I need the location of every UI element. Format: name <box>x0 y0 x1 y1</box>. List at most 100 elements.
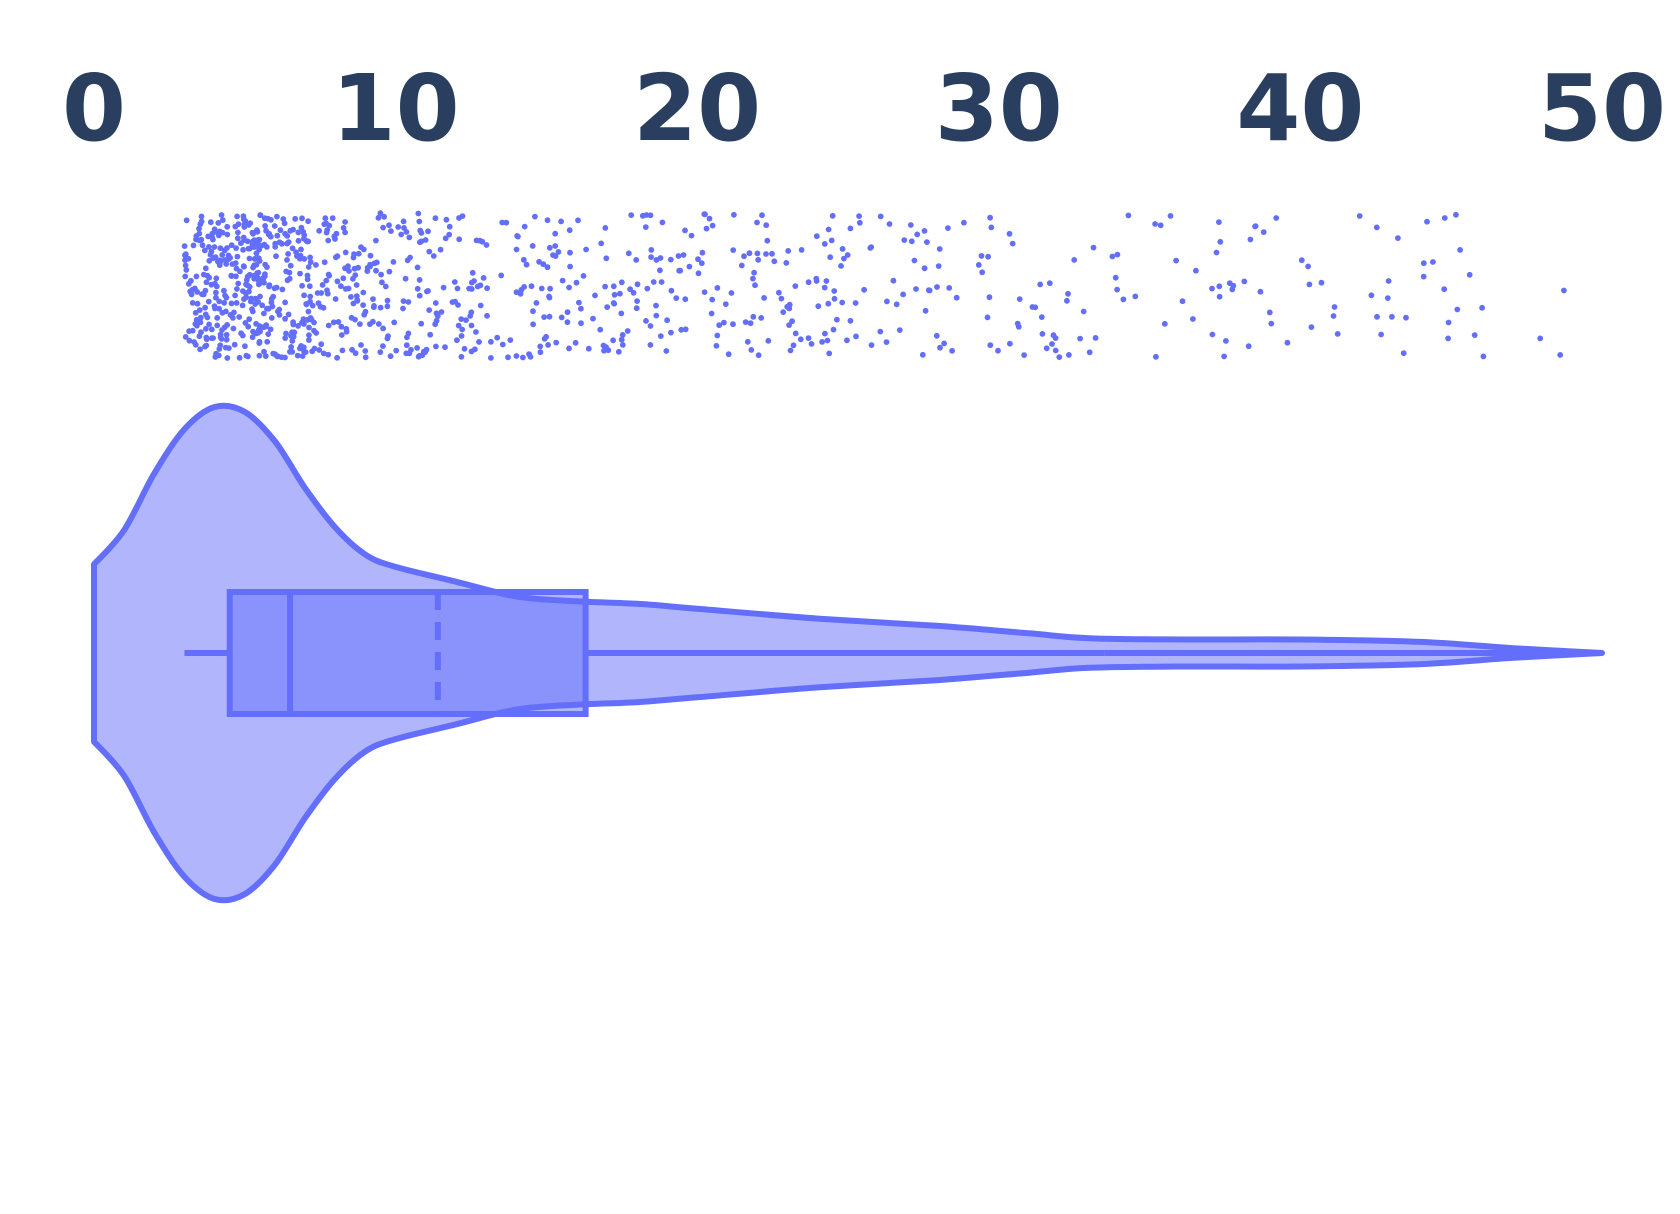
data-point <box>268 296 275 302</box>
data-point <box>463 317 469 323</box>
data-point <box>624 328 631 334</box>
data-point <box>302 349 309 355</box>
data-point <box>262 353 269 359</box>
data-point <box>403 350 410 357</box>
data-point <box>202 304 209 311</box>
data-point <box>573 279 580 286</box>
data-point <box>682 296 689 303</box>
data-point <box>240 213 247 220</box>
data-point <box>258 242 265 249</box>
data-point <box>713 342 720 349</box>
data-point <box>1015 323 1022 330</box>
data-point <box>792 283 799 289</box>
data-point <box>721 319 727 326</box>
data-point <box>829 212 836 219</box>
data-point <box>1167 213 1174 219</box>
data-point <box>381 213 387 220</box>
data-point <box>321 259 328 266</box>
data-point <box>822 330 828 337</box>
data-point <box>884 298 890 305</box>
data-point <box>291 329 298 336</box>
data-point <box>452 298 458 305</box>
data-point <box>342 229 348 236</box>
data-point <box>198 236 205 243</box>
data-point <box>243 277 250 283</box>
data-point <box>667 256 674 263</box>
data-point <box>824 337 831 344</box>
data-point <box>673 295 680 301</box>
data-point <box>339 347 346 354</box>
data-point <box>213 294 219 301</box>
data-point <box>805 335 812 341</box>
data-point <box>209 335 215 342</box>
data-point <box>1561 287 1567 294</box>
data-point <box>625 250 632 257</box>
data-point <box>844 252 851 258</box>
data-point <box>911 257 918 264</box>
data-point <box>934 284 940 290</box>
data-point <box>1038 314 1045 320</box>
x-tick-label: 40 <box>1236 55 1364 162</box>
data-point <box>404 257 411 264</box>
data-point <box>334 278 341 285</box>
data-point <box>754 219 760 226</box>
data-point <box>398 231 405 238</box>
data-point <box>555 249 562 255</box>
x-tick-label: 10 <box>332 55 460 162</box>
data-point <box>643 318 649 324</box>
data-point <box>438 309 445 315</box>
data-point <box>1209 285 1215 292</box>
data-point <box>192 309 199 316</box>
data-point <box>755 352 762 359</box>
data-point <box>604 304 611 310</box>
data-point <box>642 224 649 231</box>
data-point <box>769 250 775 257</box>
data-point <box>830 326 837 333</box>
data-point <box>335 319 342 325</box>
data-point <box>299 215 305 222</box>
data-point <box>513 246 520 253</box>
data-point <box>856 219 863 226</box>
data-point <box>216 298 223 305</box>
data-point <box>825 226 832 233</box>
data-point <box>787 347 794 354</box>
data-point <box>316 227 323 234</box>
data-point <box>306 332 312 338</box>
data-point <box>603 344 609 350</box>
data-point <box>706 215 713 222</box>
data-point <box>373 237 379 244</box>
data-point <box>754 250 761 257</box>
data-point <box>1049 341 1055 347</box>
data-point <box>285 251 291 257</box>
data-point <box>868 342 875 348</box>
data-point <box>261 215 268 222</box>
data-point <box>750 275 756 282</box>
data-point <box>301 256 308 262</box>
data-point <box>828 237 835 244</box>
data-point <box>203 279 210 286</box>
data-point <box>914 231 921 238</box>
data-point <box>227 312 234 318</box>
data-point <box>186 328 193 335</box>
data-point <box>868 244 875 251</box>
data-point <box>1043 345 1050 352</box>
data-point <box>725 351 732 358</box>
data-point <box>217 334 224 341</box>
data-point <box>362 348 369 354</box>
data-point <box>280 216 287 222</box>
data-point <box>1378 331 1384 338</box>
data-point <box>319 282 326 288</box>
data-point <box>780 309 787 315</box>
data-point <box>841 255 847 262</box>
data-point <box>1268 320 1275 327</box>
data-point <box>1086 349 1093 356</box>
data-point <box>695 270 702 277</box>
data-point <box>611 291 618 298</box>
data-point <box>288 344 294 350</box>
data-point <box>644 285 651 292</box>
data-point <box>1368 292 1375 299</box>
data-point <box>377 210 384 217</box>
data-point <box>289 245 296 252</box>
data-point <box>546 294 553 301</box>
data-point <box>1179 298 1186 305</box>
